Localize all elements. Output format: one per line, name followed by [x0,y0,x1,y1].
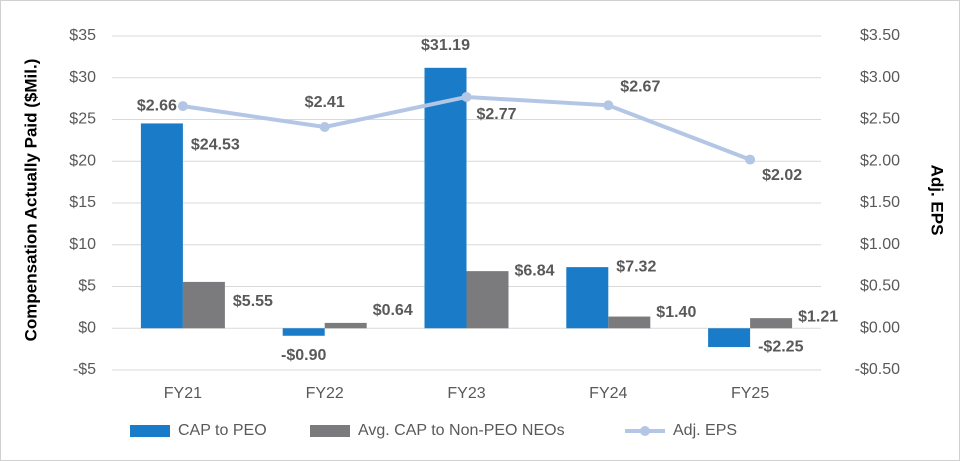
data-label: $5.55 [233,293,273,310]
bar [608,316,651,329]
x-tick-label: FY23 [447,385,485,402]
data-label: $2.02 [762,167,802,184]
y-tick-label: $20 [69,152,96,169]
x-tick-label: FY24 [589,385,627,402]
data-label: $6.84 [515,262,555,279]
data-label: $2.41 [305,94,345,111]
legend-label: Adj. EPS [673,422,737,439]
legend-label: CAP to PEO [178,422,267,439]
y2-tick-label: $1.50 [860,194,900,211]
legend-swatch [310,425,350,437]
bar [182,281,225,329]
bar [466,271,509,329]
x-tick-label: FY25 [731,385,769,402]
data-label: $31.19 [421,37,470,54]
line-point [745,154,756,165]
data-label: -$0.90 [281,347,326,364]
y-tick-label: $15 [69,194,96,211]
y2-tick-label: -$0.50 [855,361,900,378]
data-label: $2.66 [137,97,177,114]
y2-tick-label: $2.50 [860,111,900,128]
data-label: $7.32 [616,258,656,275]
bar [140,123,183,329]
line-point [461,91,472,102]
y2-tick-label: $0.00 [860,319,900,336]
y-tick-label: $0 [78,319,96,336]
y-tick-label: $25 [69,111,96,128]
data-label: -$2.25 [758,338,803,355]
legend-label: Avg. CAP to Non-PEO NEOs [358,422,565,439]
data-label: $2.77 [477,106,517,123]
y2-tick-label: $1.00 [860,236,900,253]
y-axis-title: Compensation Actually Paid ($Mil.) [21,59,40,342]
data-label: $0.64 [373,302,413,319]
y2-tick-label: $2.00 [860,152,900,169]
data-label: $2.67 [620,79,660,96]
y2-axis-title: Adj. EPS [928,165,947,236]
bar [750,318,793,329]
bar [566,267,609,329]
x-tick-label: FY21 [164,385,202,402]
y-tick-label: $30 [69,69,96,86]
legend-swatch [130,425,170,437]
line-point [319,122,330,133]
y2-tick-label: $3.50 [860,27,900,44]
line-point [177,101,188,112]
data-label: $24.53 [191,137,240,154]
bar [424,67,467,329]
bar [282,328,325,336]
data-label: $1.21 [798,308,838,325]
bar [708,328,751,348]
y-tick-label: $5 [78,278,96,295]
data-label: $1.40 [656,304,696,321]
x-tick-label: FY22 [306,385,344,402]
y2-tick-label: $0.50 [860,278,900,295]
line-point [603,100,614,111]
legend-swatch [640,426,650,436]
y2-tick-label: $3.00 [860,69,900,86]
y-tick-label: -$5 [73,361,96,378]
y-tick-label: $35 [69,27,96,44]
y-tick-label: $10 [69,236,96,253]
bar [324,322,367,329]
